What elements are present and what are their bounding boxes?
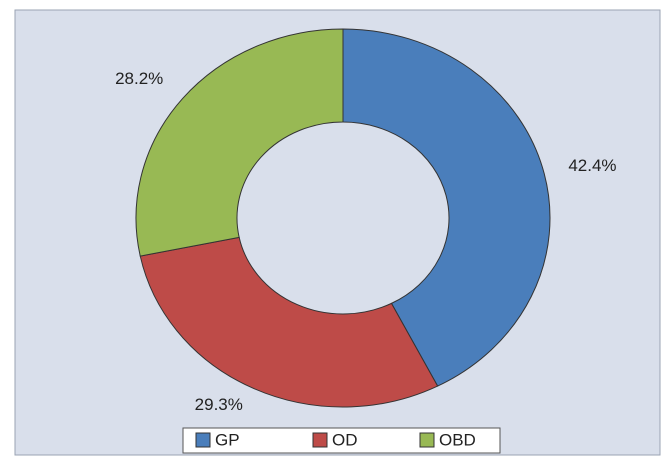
data-label: 28.2%	[115, 69, 163, 88]
data-label: 42.4%	[568, 156, 616, 175]
legend-label: GP	[215, 430, 240, 449]
legend-label: OBD	[439, 430, 476, 449]
legend-swatch	[419, 432, 435, 448]
donut-segment	[342, 28, 551, 387]
legend-swatch	[195, 432, 211, 448]
data-label: 29.3%	[195, 395, 243, 414]
legend-box	[182, 427, 501, 454]
donut-segment	[139, 236, 439, 408]
donut-segment	[135, 28, 344, 257]
legend-label: OD	[332, 430, 358, 449]
legend-swatch	[312, 432, 328, 448]
